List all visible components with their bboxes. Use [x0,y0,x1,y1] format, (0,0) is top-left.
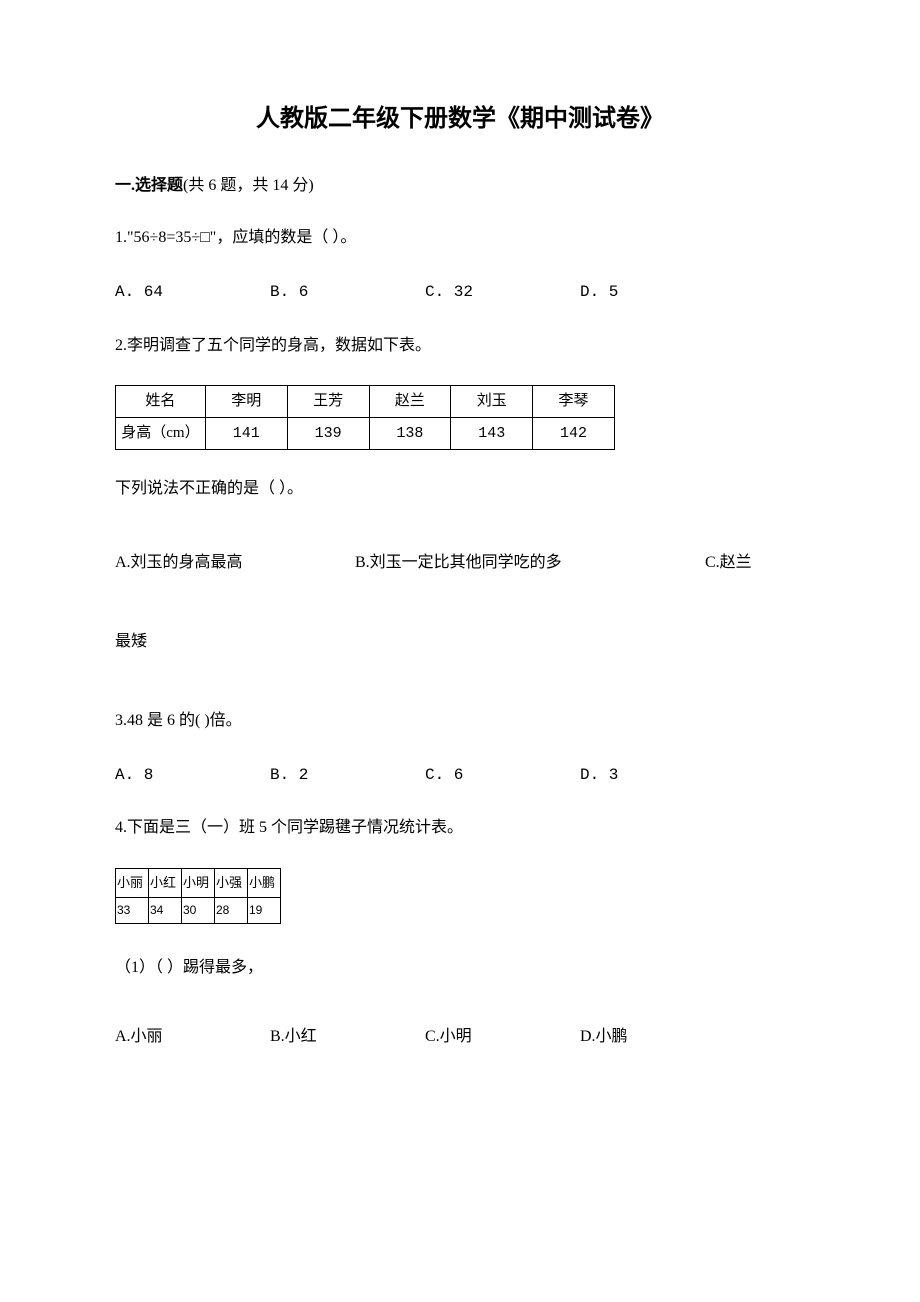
question-2-options: A.刘玉的身高最高 B.刘玉一定比其他同学吃的多 C.赵兰 [115,549,805,578]
section-header: 一.选择题(共 6 题，共 14 分) [115,173,805,199]
option-c: C.小明 [425,1023,580,1052]
question-3-text: 3.48 是 6 的( )倍。 [115,707,805,736]
question-2-text: 2.李明调查了五个同学的身高，数据如下表。 [115,332,805,361]
option-b: B.刘玉一定比其他同学吃的多 [355,549,705,578]
option-d: D. 5 [580,278,618,307]
table-cell: 姓名 [116,386,206,418]
question-1: 1."56÷8=35÷□"，应填的数是（ ）。 A. 64 B. 6 C. 32… [115,224,805,307]
option-a: A.刘玉的身高最高 [115,549,355,578]
table-cell: 142 [533,418,615,450]
page-title: 人教版二年级下册数学《期中测试卷》 [115,100,805,138]
question-4-options: A.小丽 B.小红 C.小明 D.小鹏 [115,1023,805,1052]
option-c: C.赵兰 [705,549,752,578]
table-cell: 34 [149,897,182,924]
option-d: D. 3 [580,761,618,790]
question-1-text: 1."56÷8=35÷□"，应填的数是（ ）。 [115,224,805,253]
jianzi-table: 小丽 小红 小明 小强 小鹏 33 34 30 28 19 [115,868,281,924]
table-cell: 139 [287,418,369,450]
table-cell: 李琴 [533,386,615,418]
height-table: 姓名 李明 王芳 赵兰 刘玉 李琴 身高（cm） 141 139 138 143… [115,385,615,450]
table-cell: 小强 [215,869,248,897]
option-d: D.小鹏 [580,1023,628,1052]
table-cell: 王芳 [287,386,369,418]
section-meta: (共 6 题，共 14 分) [183,177,314,194]
table-cell: 李明 [205,386,287,418]
table-cell: 141 [205,418,287,450]
question-3: 3.48 是 6 的( )倍。 A. 8 B. 2 C. 6 D. 3 [115,707,805,790]
option-a: A. 64 [115,278,270,307]
table-row: 小丽 小红 小明 小强 小鹏 [116,869,281,897]
table-cell: 小明 [182,869,215,897]
table-cell: 赵兰 [369,386,451,418]
option-b: B. 2 [270,761,425,790]
question-3-options: A. 8 B. 2 C. 6 D. 3 [115,761,805,790]
option-a: A.小丽 [115,1023,270,1052]
table-cell: 28 [215,897,248,924]
question-4-sub1: （1）（ ）踢得最多， [115,954,805,983]
table-cell: 小红 [149,869,182,897]
table-cell: 30 [182,897,215,924]
option-a: A. 8 [115,761,270,790]
table-cell: 33 [116,897,149,924]
table-row: 身高（cm） 141 139 138 143 142 [116,418,615,450]
table-cell: 刘玉 [451,386,533,418]
table-cell: 143 [451,418,533,450]
question-4: 4.下面是三（一）班 5 个同学踢毽子情况统计表。 小丽 小红 小明 小强 小鹏… [115,814,805,1051]
option-b: B.小红 [270,1023,425,1052]
option-c: C. 6 [425,761,580,790]
table-row: 姓名 李明 王芳 赵兰 刘玉 李琴 [116,386,615,418]
table-row: 33 34 30 28 19 [116,897,281,924]
question-1-options: A. 64 B. 6 C. 32 D. 5 [115,278,805,307]
option-c: C. 32 [425,278,580,307]
question-2-followup: 下列说法不正确的是（ ）。 [115,475,805,504]
table-cell: 身高（cm） [116,418,206,450]
question-2: 2.李明调查了五个同学的身高，数据如下表。 姓名 李明 王芳 赵兰 刘玉 李琴 … [115,332,805,657]
table-cell: 小丽 [116,869,149,897]
table-cell: 138 [369,418,451,450]
section-label: 一.选择题 [115,177,183,194]
table-cell: 小鹏 [248,869,281,897]
table-cell: 19 [248,897,281,924]
question-4-text: 4.下面是三（一）班 5 个同学踢毽子情况统计表。 [115,814,805,843]
question-2-continuation: 最矮 [115,628,805,657]
option-b: B. 6 [270,278,425,307]
